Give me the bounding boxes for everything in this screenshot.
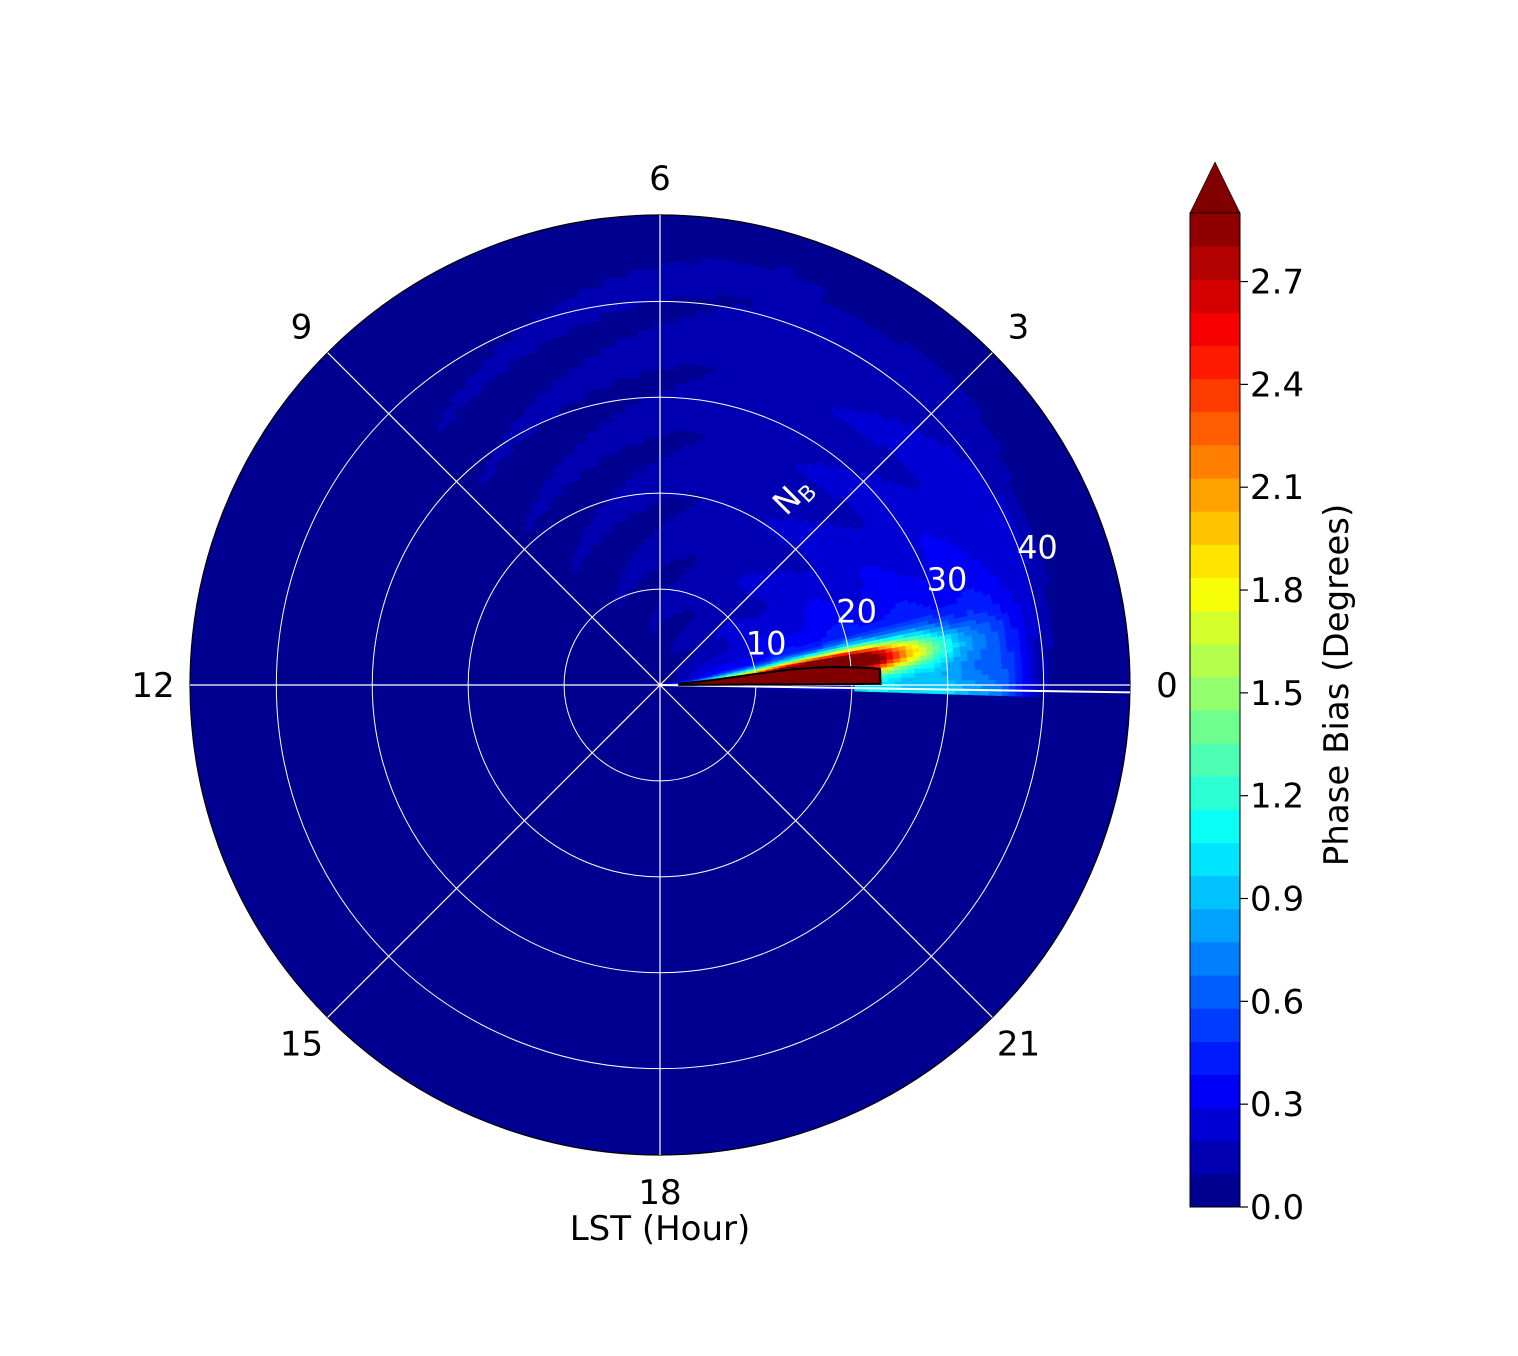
field-cell	[662, 523, 666, 531]
field-cell	[662, 516, 666, 525]
field-cell	[498, 679, 506, 683]
